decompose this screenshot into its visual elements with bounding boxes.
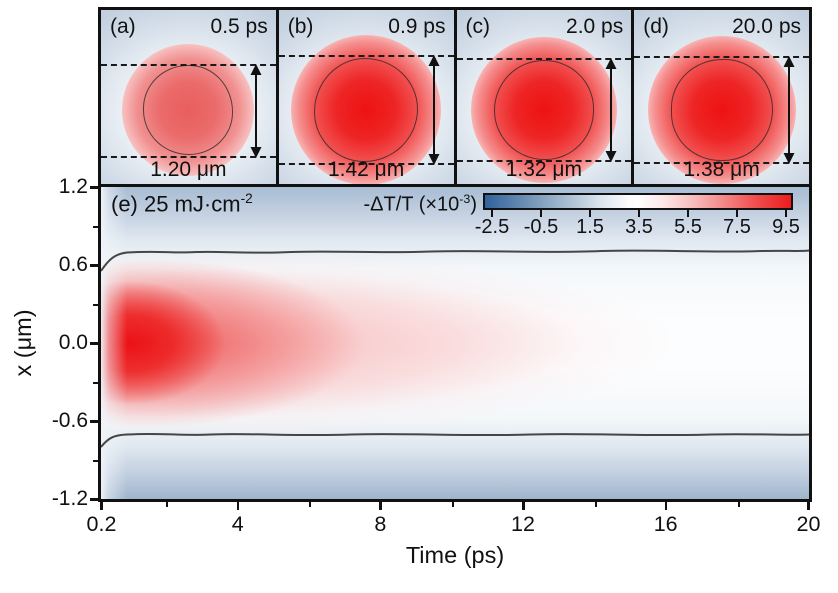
x-axis-tick [100,502,103,510]
x-axis-tick [522,502,525,510]
y-axis-tick [90,342,98,345]
y-tick-label: -0.6 [51,409,88,432]
y-axis-tick [90,264,98,267]
double-arrow-icon [783,56,795,164]
colorbar-tick-label: 5.5 [674,216,702,238]
delay-time-label: 0.5 ps [210,15,268,38]
colorbar-tick-label: 7.5 [723,216,751,238]
heatmap-panel-e: (e) 25 mJ·cm-2 -ΔT/T (×10-3) -2.5 -0.5 1… [98,184,812,502]
panel-label: (c) [465,15,491,38]
colorbar-tick [491,210,494,217]
dashed-line-bottom [101,156,276,158]
panel-label: (a) [110,15,136,38]
contour-lines [101,249,809,448]
inset-panel-a: (a) 0.5 ps 1.20 μm [101,10,276,184]
colorbar-tick [736,210,739,217]
x-axis-title: Time (ps) [405,542,505,568]
x-tick-label: 0.2 [86,512,117,536]
y-tick-label: 1.2 [58,175,88,198]
y-axis-tick [90,186,98,189]
y-axis-tick [90,420,98,423]
x-axis-minor-tick [309,502,311,507]
inset-panel-b: (b) 0.9 ps 1.42 μm [275,10,454,184]
colorbar-tick [687,210,690,217]
dashed-line-top [101,64,276,66]
y-tick-label: 0.6 [58,253,88,276]
colorbar-title-close: ) [470,193,477,216]
colorbar-title: -ΔT/T (×10-3) [364,192,478,217]
fluence-exponent: -2 [240,191,253,206]
x-axis-tick [236,502,240,510]
x-axis-tick [807,502,810,510]
colorbar-title-exponent: -3 [459,192,471,206]
double-arrow-icon [428,55,439,165]
diameter-label: 1.38 μm [683,158,760,181]
colorbar-tick [589,210,592,217]
dashed-line-bottom [456,160,632,162]
colorbar-tick [785,210,788,217]
double-arrow-icon [605,58,617,162]
contour-ring [143,65,234,155]
double-arrow-icon [250,64,262,158]
inset-panel-row: (a) 0.5 ps 1.20 μm (b) 0.9 ps 1.42 μm [98,7,812,187]
fluence-text: (e) 25 mJ·cm [111,191,241,217]
inset-panel-d: (d) 20.0 ps 1.38 μm [631,10,809,184]
contour-ring [670,59,773,161]
colorbar-gradient [483,193,793,210]
x-axis-tick [379,502,382,510]
delay-time-label: 2.0 ps [566,15,624,38]
x-axis-tick [664,502,668,510]
colorbar-tick-label: 9.5 [772,216,800,238]
diameter-label: 1.20 μm [150,158,227,181]
panel-label: (d) [643,15,669,38]
colorbar: -2.5 -0.5 1.5 3.5 5.5 7.5 9.5 [475,193,800,239]
x-axis-minor-tick [166,502,168,507]
y-axis-minor-tick [93,304,98,306]
dashed-line-top [634,56,809,58]
colorbar-tick-label: -0.5 [523,216,559,238]
y-axis-minor-tick [93,382,98,384]
colorbar-tick-label: -2.5 [474,216,510,238]
y-axis-title: x (μm) [10,309,36,377]
y-tick-label: 0.0 [58,331,88,354]
inset-panel-c: (c) 2.0 ps 1.32 μm [453,10,632,184]
y-axis-minor-tick [93,460,98,462]
dashed-line-top [278,55,454,57]
colorbar-title-text: -ΔT/T (×10 [363,193,460,216]
colorbar-tick-label: 3.5 [625,216,653,238]
x-axis-minor-tick [452,502,454,507]
y-axis-minor-tick [93,226,98,228]
x-tick-label: 12 [511,512,535,536]
y-axis-tick [90,498,98,501]
panel-label: (b) [287,15,314,38]
dashed-line-bottom [634,162,809,164]
diameter-label: 1.42 μm [327,158,405,181]
colorbar-tick [540,210,543,217]
x-tick-label: 16 [653,512,678,536]
x-tick-label: 8 [374,512,387,536]
colorbar-tick-label: 1.5 [576,216,604,238]
contour-ring [493,60,594,160]
dashed-line-bottom [278,163,454,165]
x-tick-label: 4 [231,512,244,536]
dashed-line-top [456,58,632,60]
heatmap-surface [101,187,809,499]
panel-e-fluence-label: (e) 25 mJ·cm-2 [111,191,253,217]
delay-time-label: 20.0 ps [732,15,801,38]
x-axis-minor-tick [595,502,597,507]
colorbar-tick [638,210,641,217]
x-axis-minor-tick [737,502,740,507]
contour-ring [314,58,419,162]
delay-time-label: 0.9 ps [388,15,446,38]
x-tick-label: 20 [796,512,821,536]
diameter-label: 1.32 μm [505,158,583,181]
y-tick-label: -1.2 [51,487,88,510]
